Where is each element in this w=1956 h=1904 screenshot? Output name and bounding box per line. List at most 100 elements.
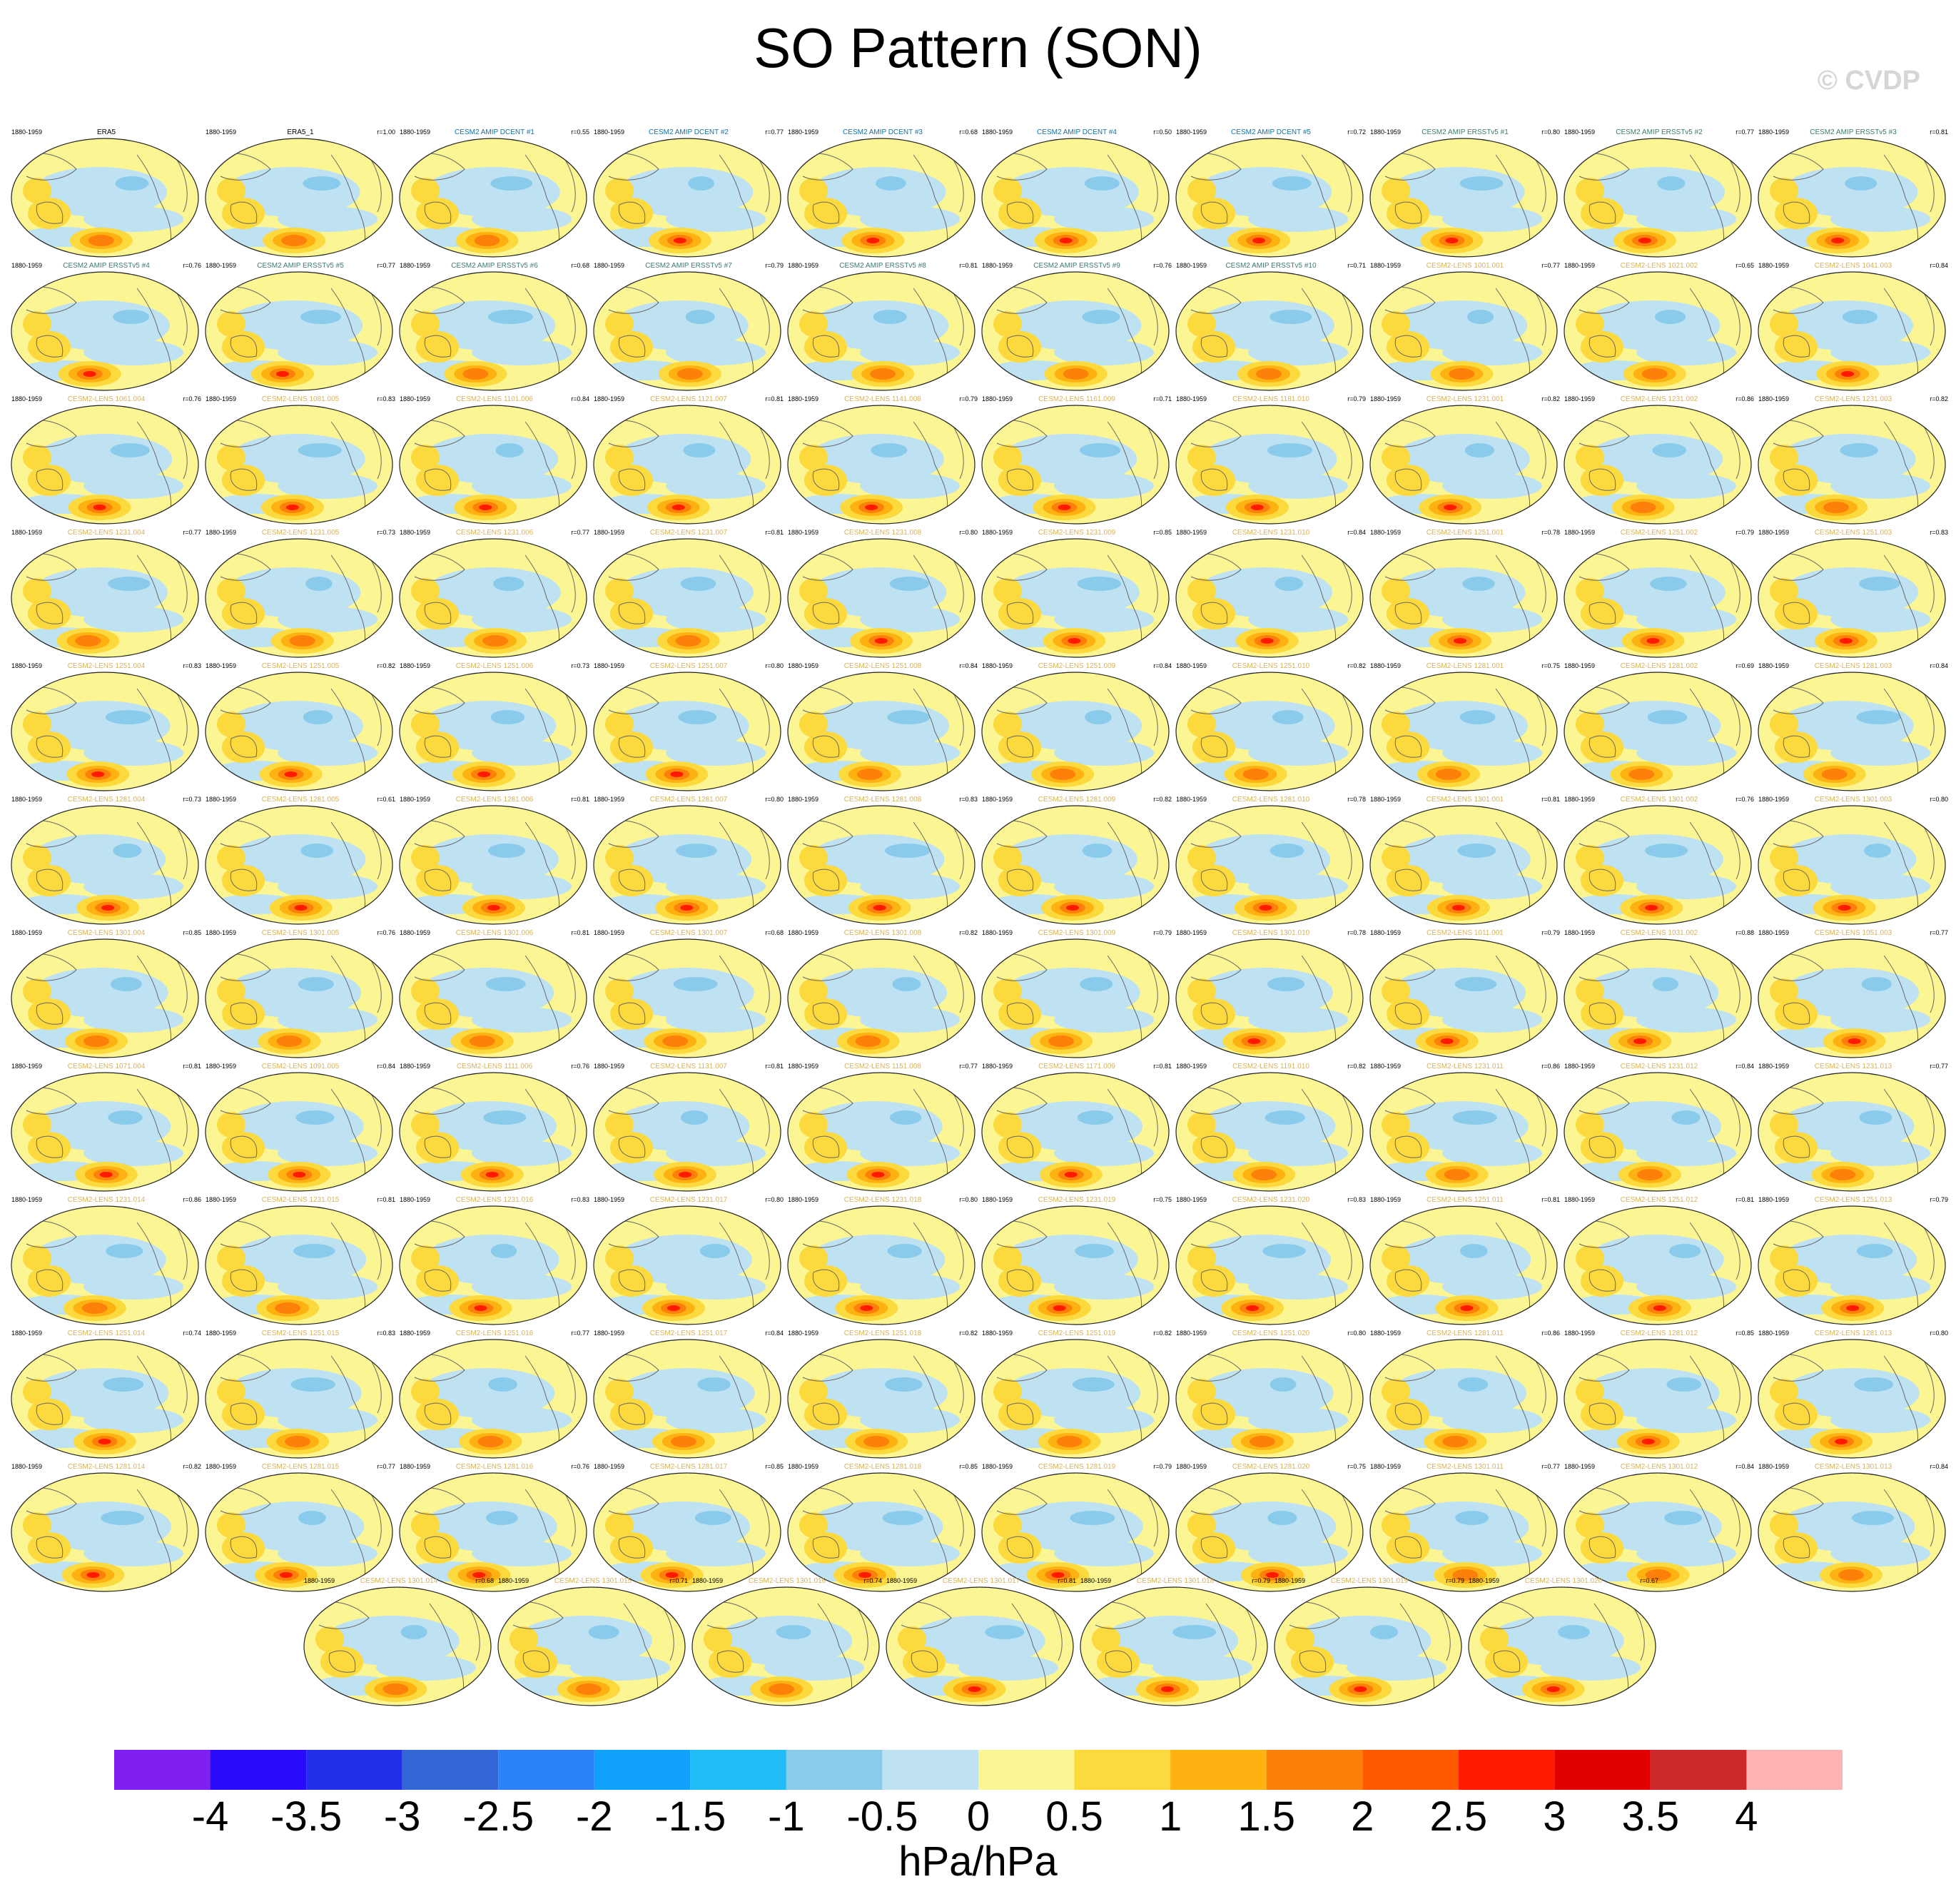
map-plot [1758, 1339, 1946, 1459]
panel-title: CESM2 AMIP ERSSTv5 #7 [645, 262, 732, 270]
panel-title: CESM2-LENS 1301.017 [942, 1577, 1020, 1585]
coast-australia [1783, 1002, 1810, 1025]
negative-anomaly-south [1054, 1274, 1154, 1300]
map-plot [593, 1205, 781, 1325]
map-plot [787, 271, 976, 391]
negative-anomaly-south [1442, 1274, 1542, 1300]
map-border [593, 1072, 781, 1192]
coast-africa [1050, 1606, 1063, 1661]
correlation-label: r=0.79 [1446, 1577, 1464, 1584]
map-border [11, 805, 199, 925]
coast-africa [758, 825, 770, 880]
period-label: 1880-1959 [1275, 1577, 1306, 1584]
positive-anomaly-indian [1187, 445, 1216, 470]
negative-anomaly-south [472, 206, 572, 232]
panel-title: CESM2-LENS 1281.004 [67, 796, 146, 804]
coast-australia [618, 1536, 646, 1559]
map-plot [205, 538, 393, 658]
panel-title: CESM2-LENS 1251.008 [843, 662, 922, 670]
map-plot [1175, 938, 1364, 1058]
coast-americas [1301, 955, 1337, 1043]
negative-anomaly-pacific [1392, 701, 1529, 751]
map-border [1564, 1339, 1752, 1459]
negative-anomaly-core [885, 1377, 923, 1392]
negative-anomaly-pacific [615, 434, 751, 484]
correlation-label: r=0.81 [765, 395, 784, 402]
coast-africa [758, 425, 770, 480]
negative-anomaly-south [1830, 1140, 1930, 1166]
period-label: 1880-1959 [1176, 128, 1207, 136]
panel-title: CESM2-LENS 1301.020 [1524, 1577, 1603, 1585]
coast-americas [1107, 1489, 1142, 1577]
coast-americas [525, 1222, 560, 1310]
coast-australia [812, 1536, 840, 1559]
map-border [787, 1072, 976, 1192]
map-border [1175, 805, 1364, 925]
map-border [1468, 1586, 1656, 1706]
positive-anomaly-indian [1382, 1112, 1410, 1138]
positive-anomaly-australia [28, 1532, 71, 1564]
panel-title: CESM2-LENS 1301.015 [554, 1577, 632, 1585]
coast-australia [230, 735, 258, 758]
panel-title: CESM2-LENS 1231.002 [1620, 395, 1698, 403]
negative-anomaly-core [1272, 710, 1304, 724]
colorbar-tick-label: 3 [1543, 1793, 1566, 1840]
period-label: 1880-1959 [1176, 262, 1207, 269]
map-plot [1758, 405, 1946, 525]
map-border [497, 1586, 686, 1706]
coast-africa [952, 1359, 964, 1414]
panel-title: CESM2-LENS 1301.005 [261, 929, 340, 937]
correlation-label: r=0.81 [1541, 796, 1560, 803]
correlation-label: r=0.85 [183, 929, 201, 936]
positive-anomaly-indian [23, 445, 51, 470]
period-label: 1880-1959 [788, 1063, 819, 1070]
map-plot [11, 271, 199, 391]
negative-anomaly-core [1370, 1625, 1399, 1639]
panel-title: CESM2 AMIP ERSSTv5 #8 [839, 262, 926, 270]
positive-anomaly-indian [704, 1626, 732, 1652]
map-plot [593, 271, 781, 391]
positive-anomaly-indian [1187, 311, 1216, 337]
panel-title: CESM2-LENS 1301.019 [1330, 1577, 1409, 1585]
negative-anomaly-pacific [1587, 834, 1723, 884]
negative-anomaly-core [490, 710, 525, 724]
map-panel: 1880-1959 CESM2-LENS 1121.007 r=0.81 [592, 395, 785, 535]
negative-anomaly-core [108, 1110, 143, 1125]
coast-africa [1534, 692, 1546, 746]
positive-anomaly-indian [1576, 311, 1604, 337]
positive-anomaly-indian [898, 1626, 926, 1652]
negative-anomaly-pacific [425, 567, 561, 617]
negative-anomaly-south [1636, 607, 1736, 632]
map-border [1758, 1339, 1946, 1459]
positive-anomaly-australia [28, 198, 71, 229]
negative-anomaly-core [1652, 977, 1678, 991]
correlation-label: r=0.77 [1735, 128, 1754, 136]
positive-center-peak [1838, 905, 1851, 911]
positive-anomaly-indian [411, 712, 440, 737]
coast-africa [1534, 825, 1546, 880]
positive-anomaly-australia [1097, 1646, 1140, 1678]
coast-africa [370, 1092, 382, 1147]
map-panel: 1880-1959 CESM2-LENS 1301.015 r=0.71 [497, 1577, 689, 1717]
colorbar-swatch [1170, 1750, 1267, 1790]
period-label: 1880-1959 [594, 1063, 625, 1070]
negative-anomaly-core [1671, 1110, 1701, 1125]
map-panel: 1880-1959 CESM2-LENS 1281.013 r=0.80 [1757, 1330, 1950, 1469]
negative-anomaly-core [300, 844, 334, 858]
negative-anomaly-core [985, 1625, 1025, 1639]
correlation-label: r=0.83 [377, 1330, 395, 1337]
negative-anomaly-south [278, 1541, 377, 1566]
map-panel: 1880-1959 CESM2-LENS 1301.002 r=0.76 [1563, 796, 1755, 936]
coast-australia [1006, 1135, 1034, 1158]
coast-americas [719, 821, 754, 910]
panel-title: CESM2-LENS 1251.010 [1232, 662, 1310, 670]
panel-title: CESM2-LENS 1251.013 [1814, 1196, 1892, 1204]
map-plot [11, 938, 199, 1058]
map-border [1564, 405, 1752, 525]
negative-anomaly-core [115, 176, 149, 191]
positive-anomaly-australia [998, 998, 1041, 1030]
panel-title: CESM2-LENS 1231.016 [455, 1196, 534, 1204]
coast-africa [1146, 692, 1158, 746]
period-label: 1880-1959 [206, 929, 237, 936]
positive-center-inner [1242, 769, 1269, 780]
